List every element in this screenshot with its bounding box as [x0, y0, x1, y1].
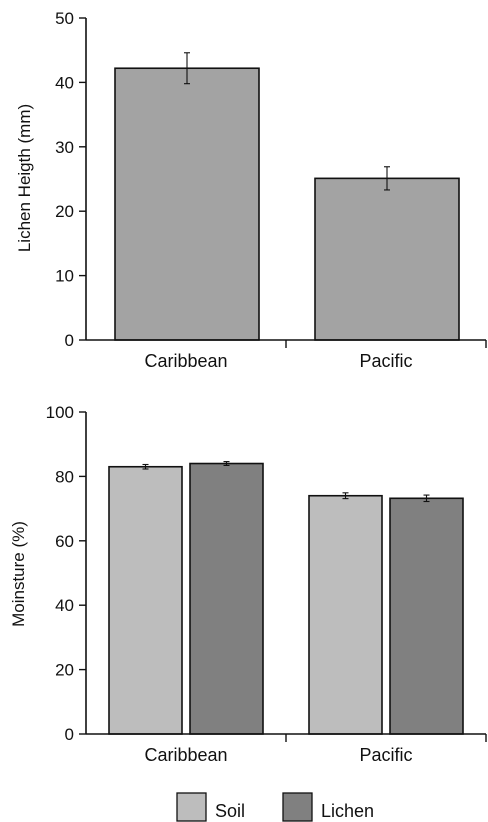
x-tick-label: Pacific — [359, 351, 412, 371]
bar — [114, 67, 260, 341]
legend-label-soil: Soil — [215, 801, 245, 821]
bar — [189, 462, 264, 735]
bar — [314, 177, 460, 341]
bar — [308, 494, 383, 735]
y-tick-label: 0 — [65, 331, 74, 350]
x-tick-label: Caribbean — [144, 745, 227, 765]
y-tick-label: 50 — [55, 9, 74, 28]
moisture-chart: Moinsture (%) 0 20 40 60 80 100 Caribbean Pacif… — [9, 403, 487, 765]
legend-label-lichen: Lichen — [321, 801, 374, 821]
y-tick-label: 60 — [55, 532, 74, 551]
y-tick-label: 80 — [55, 467, 74, 486]
y-tick-label: 30 — [55, 138, 74, 157]
y-tick-label: 100 — [46, 403, 74, 422]
y-tick-label: 0 — [65, 725, 74, 744]
y-tick-label: 40 — [55, 596, 74, 615]
y-axis-label: Lichen Heigth (mm) — [15, 104, 34, 252]
lichen-height-chart: Lichen Heigth (mm) 0 10 20 30 40 50 Caribbean P… — [15, 9, 487, 371]
y-tick-label: 40 — [55, 73, 74, 92]
x-tick-label: Caribbean — [144, 351, 227, 371]
y-tick-label: 20 — [55, 661, 74, 680]
bar — [389, 497, 464, 735]
legend: Soil Lichen — [176, 792, 374, 822]
bar — [108, 465, 183, 735]
legend-swatch-soil — [176, 792, 207, 822]
legend-swatch-lichen — [282, 792, 313, 822]
y-axis-label: Moinsture (%) — [9, 521, 28, 627]
y-tick-label: 20 — [55, 202, 74, 221]
y-tick-label: 10 — [55, 267, 74, 286]
x-tick-label: Pacific — [359, 745, 412, 765]
